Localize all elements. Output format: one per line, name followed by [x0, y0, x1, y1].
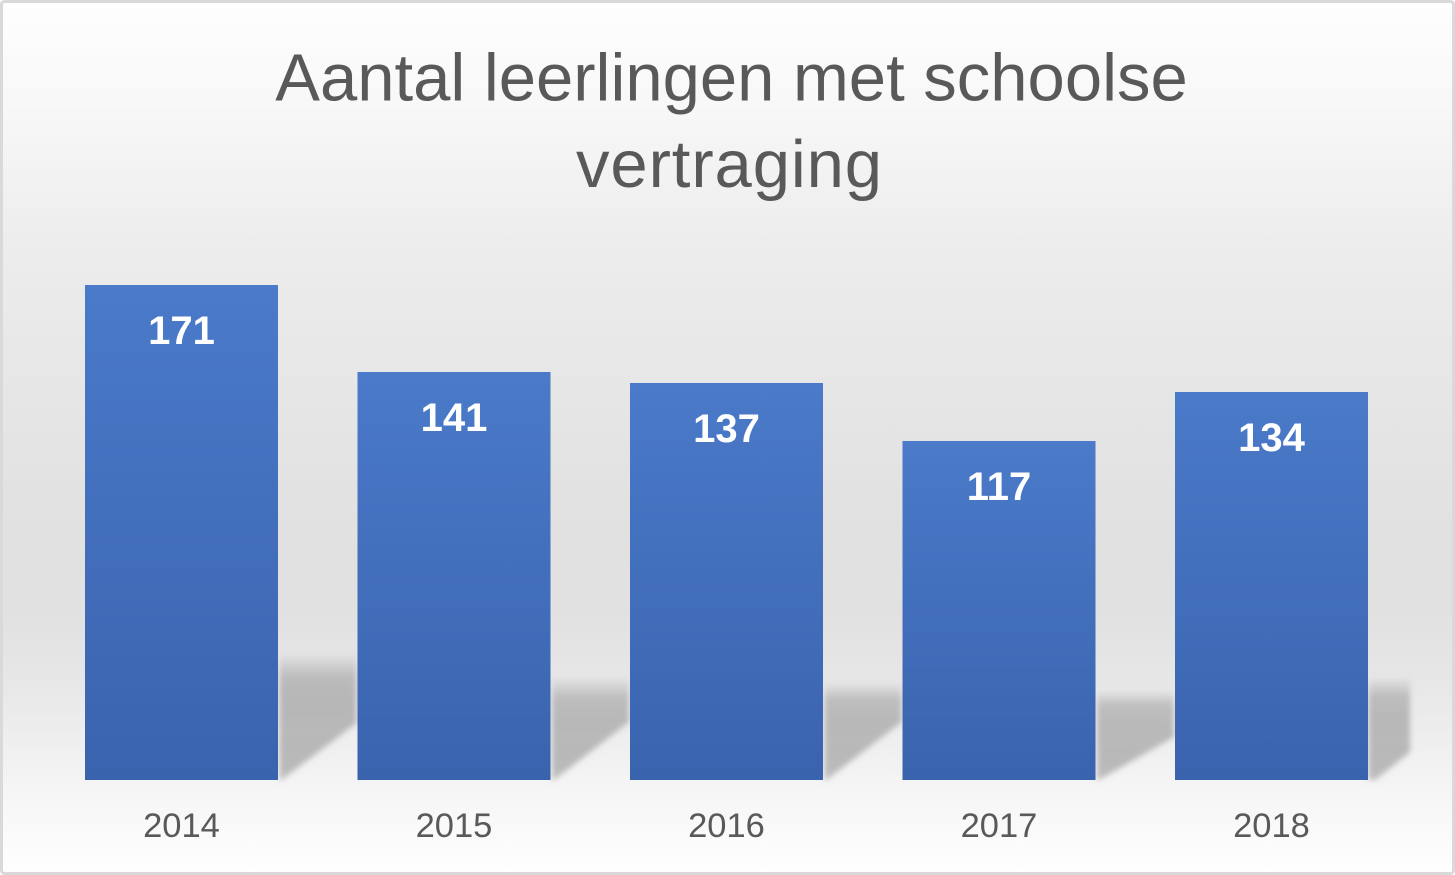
svg-text:2014: 2014: [143, 807, 220, 845]
svg-text:vertraging: vertraging: [576, 127, 883, 202]
svg-text:134: 134: [1238, 416, 1305, 460]
svg-text:2018: 2018: [1233, 807, 1310, 845]
svg-text:2017: 2017: [961, 807, 1038, 845]
svg-text:2016: 2016: [688, 807, 765, 845]
svg-text:171: 171: [148, 309, 215, 353]
svg-text:141: 141: [421, 396, 488, 440]
svg-text:137: 137: [693, 407, 760, 451]
svg-text:Aantal leerlingen met schoolse: Aantal leerlingen met schoolse: [275, 41, 1187, 116]
svg-text:2015: 2015: [416, 807, 493, 845]
svg-text:117: 117: [967, 465, 1032, 509]
